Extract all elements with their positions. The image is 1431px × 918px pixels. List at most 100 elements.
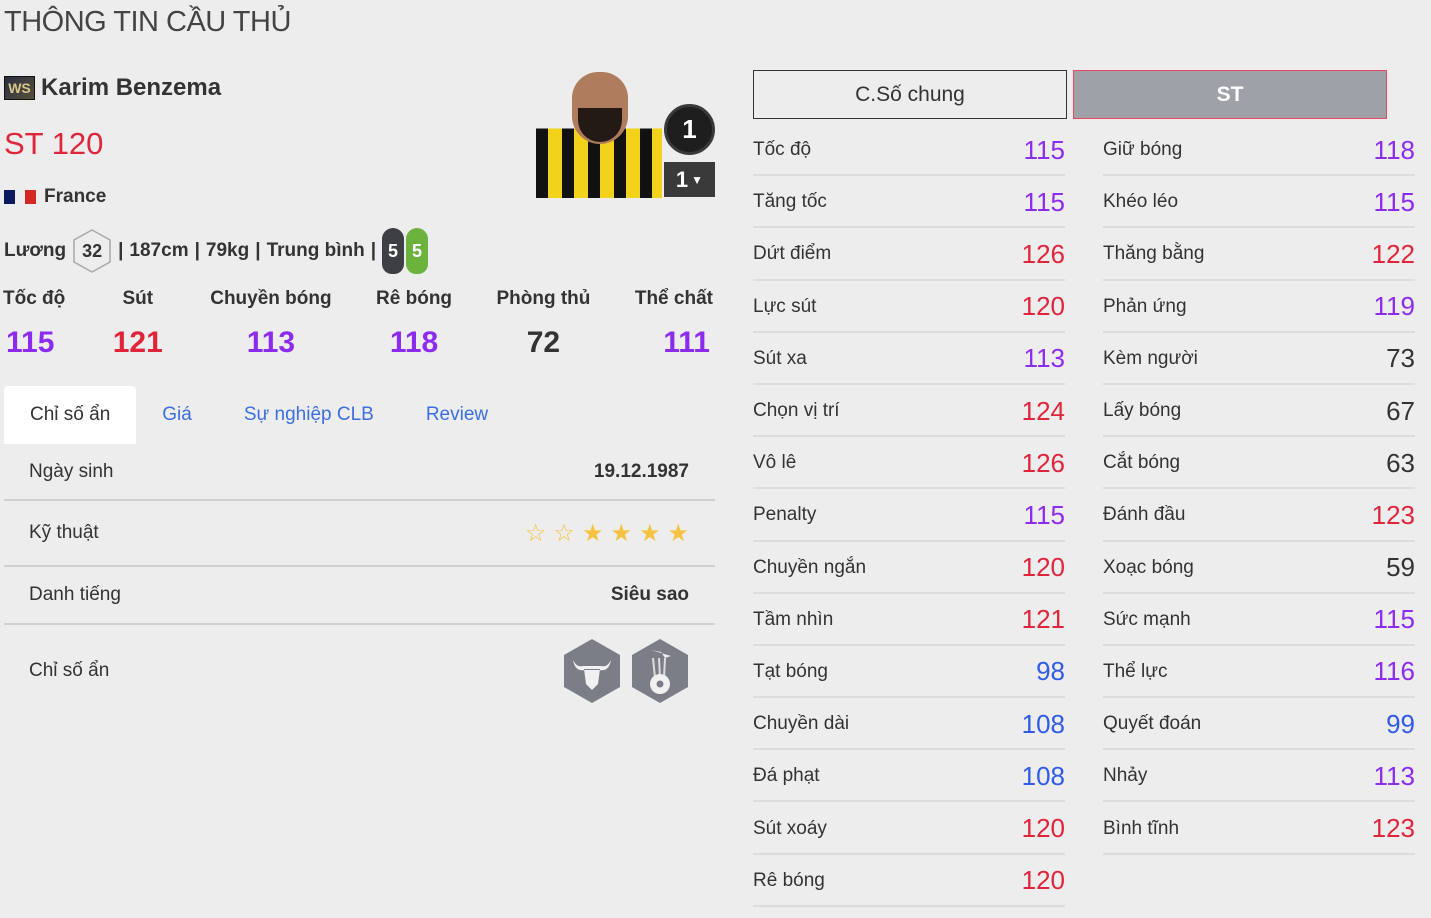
stat-label: Tầm nhìn xyxy=(753,608,834,630)
tab-2[interactable]: Giá xyxy=(162,404,192,425)
stat-row: Tăng tốc 115 xyxy=(753,176,1065,229)
stat-label: Chuyền dài xyxy=(753,713,850,735)
stat-row: Đánh đầu 123 xyxy=(1103,489,1415,542)
stat-label: Cắt bóng xyxy=(1103,452,1181,474)
weak-foot: 5 xyxy=(382,228,405,274)
stat-value: 126 xyxy=(1021,238,1065,269)
stat-row: Tạt bóng 98 xyxy=(753,646,1065,699)
stat-value: 116 xyxy=(1373,656,1415,687)
birth-label: Ngày sinh xyxy=(29,460,114,482)
stat-value: 115 xyxy=(1023,499,1065,530)
birth-row: Ngày sinh 19.12.1987 xyxy=(4,444,715,501)
star-filled-icon: ★ xyxy=(667,519,689,547)
main-stat: Sút 121 xyxy=(107,288,169,360)
stat-label: Xoạc bóng xyxy=(1103,556,1194,578)
stat-row: Lấy bóng 67 xyxy=(1103,385,1415,438)
stat-value: 118 xyxy=(1373,134,1415,165)
fame-row: Danh tiếng Siêu sao xyxy=(4,567,715,625)
level-select[interactable]: 1 ▼ xyxy=(664,162,715,197)
feet-icon: 5 5 xyxy=(382,228,429,274)
nation: France xyxy=(44,186,107,207)
main-stat-label: Chuyền bóng xyxy=(210,288,332,309)
height: 187cm xyxy=(129,240,189,261)
stat-value: 63 xyxy=(1386,447,1415,478)
position-stats-button[interactable]: ST xyxy=(1073,70,1387,119)
player-name: Karim Benzema xyxy=(41,74,222,101)
stat-row: Chuyền dài 108 xyxy=(753,698,1065,751)
stat-label: Nhảy xyxy=(1103,765,1148,787)
stat-row: Xoạc bóng 59 xyxy=(1103,542,1415,594)
hidden-traits-row: Chỉ số ẩn xyxy=(4,625,715,717)
level-badge: 1 xyxy=(664,104,715,155)
stat-label: Quyết đoán xyxy=(1103,713,1202,735)
position-rating: ST 120 xyxy=(4,126,103,162)
star-empty-icon: ☆ xyxy=(524,519,547,547)
stat-value: 120 xyxy=(1021,865,1065,896)
stat-label: Penalty xyxy=(753,504,817,526)
stat-row: Giữ bóng 118 xyxy=(1103,124,1415,177)
main-stat-label: Phòng thủ xyxy=(496,288,591,309)
stat-row: Sút xa 113 xyxy=(753,333,1065,385)
stat-label: Tốc độ xyxy=(753,139,812,161)
stat-label: Lấy bóng xyxy=(1103,400,1182,422)
stat-row: Kèm người 73 xyxy=(1103,333,1415,385)
player-name-row: WS Karim Benzema xyxy=(4,74,221,102)
star-filled-icon: ★ xyxy=(581,519,604,547)
main-stat-value: 121 xyxy=(112,326,163,359)
page-title: THÔNG TIN CẦU THỦ xyxy=(4,6,291,38)
tab-3[interactable]: Sự nghiệp CLB xyxy=(243,404,374,425)
general-stats-button[interactable]: C.Số chung xyxy=(753,70,1067,119)
fame-value: Siêu sao xyxy=(610,584,689,605)
stat-value: 73 xyxy=(1386,343,1415,374)
stat-value: 121 xyxy=(1021,604,1065,635)
skill-row: Kỹ thuật ☆ ☆ ★ ★ ★ ★ xyxy=(4,501,715,567)
stat-value: 67 xyxy=(1386,395,1415,426)
stat-value: 98 xyxy=(1036,656,1065,687)
stat-value: 124 xyxy=(1021,395,1065,426)
stat-value: 122 xyxy=(1371,238,1415,269)
tab-bar: Chỉ số ẩn Giá Sự nghiệp CLB Review xyxy=(4,386,514,444)
stat-row: Đá phạt 108 xyxy=(753,750,1065,803)
stat-label: Thể lực xyxy=(1103,660,1168,682)
stats-column-left: Tốc độ 115 Tăng tốc 115 Dứt điểm 126 Lực sút 12… xyxy=(753,124,1065,907)
france-flag-icon xyxy=(4,190,37,204)
stat-label: Đá phạt xyxy=(753,765,820,787)
stat-row: Rê bóng 120 xyxy=(753,855,1065,907)
stat-row: Thăng bằng 122 xyxy=(1103,228,1415,281)
stat-row: Tầm nhìn 121 xyxy=(753,594,1065,646)
main-stat-value: 118 xyxy=(389,326,439,359)
main-stats: Tốc độ 115 Sút 121 Chuyền bóng 113 Rê bóng 118 P… xyxy=(0,288,716,360)
player-info-row: Lương 32 | 187cm | 79kg | Trung bình | 5 5 xyxy=(4,228,429,274)
star-empty-icon: ☆ xyxy=(553,519,575,547)
stat-value: 108 xyxy=(1021,760,1065,791)
stat-label: Tăng tốc xyxy=(753,191,827,213)
stat-value: 119 xyxy=(1373,291,1415,322)
stat-value: 120 xyxy=(1021,291,1065,322)
stat-row: Khéo léo 115 xyxy=(1103,176,1415,229)
nation-row: France xyxy=(4,186,106,208)
stat-label: Khéo léo xyxy=(1103,191,1179,213)
tab-4[interactable]: Review xyxy=(425,404,489,425)
strong-foot: 5 xyxy=(406,228,429,274)
tab-1[interactable]: Chỉ số ẩn xyxy=(4,386,137,444)
stat-label: Vô lê xyxy=(753,452,797,474)
stat-row: Sức mạnh 115 xyxy=(1103,594,1415,646)
level-select-value: 1 xyxy=(675,166,689,192)
player-beard xyxy=(578,108,622,142)
bull-trait-icon[interactable] xyxy=(563,638,621,704)
caret-down-icon: ▼ xyxy=(691,172,704,187)
birth-value: 19.12.1987 xyxy=(593,460,689,482)
flying-ball-trait-icon[interactable] xyxy=(631,638,689,704)
main-stat-label: Thể chất xyxy=(634,288,713,309)
stat-row: Nhảy 113 xyxy=(1103,750,1415,803)
main-stat: Tốc độ 115 xyxy=(0,288,68,360)
stat-value: 123 xyxy=(1371,813,1415,844)
main-stat: Thể chất 111 xyxy=(632,288,716,360)
body-type: Trung bình xyxy=(266,240,365,261)
main-stat: Phòng thủ 72 xyxy=(493,288,593,360)
stat-label: Sức mạnh xyxy=(1103,608,1191,630)
stat-label: Sút xoáy xyxy=(753,817,827,839)
stat-label: Chọn vị trí xyxy=(753,400,840,422)
stat-label: Đánh đầu xyxy=(1103,504,1186,526)
stat-value: 59 xyxy=(1386,552,1415,583)
